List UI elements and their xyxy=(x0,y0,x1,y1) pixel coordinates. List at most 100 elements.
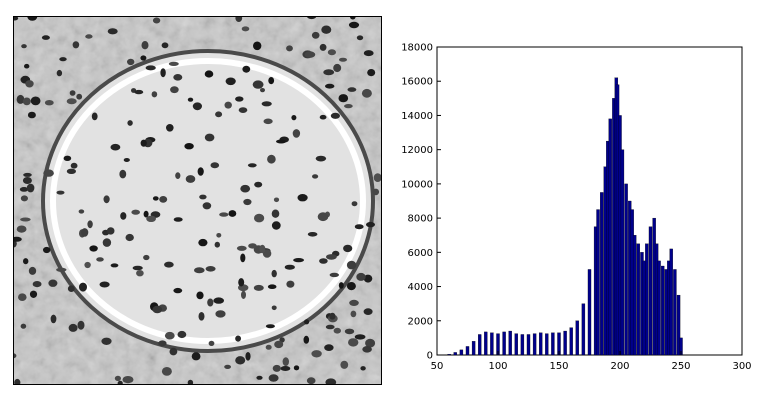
cell-nucleus xyxy=(43,246,51,254)
cell-nucleus xyxy=(241,26,250,32)
histogram-bar xyxy=(581,303,586,356)
cell-nucleus xyxy=(161,367,172,376)
cell-nucleus xyxy=(198,312,205,321)
cell-nucleus xyxy=(343,244,353,253)
cell-nucleus xyxy=(194,267,205,274)
cell-nucleus xyxy=(254,213,265,223)
cell-nucleus xyxy=(110,143,121,151)
y-axis-ticks: 0 2000 4000 6000 8000 10000 12000 14000 16000 180… xyxy=(401,43,441,362)
cell-nucleus xyxy=(106,227,115,235)
cell-nucleus xyxy=(197,167,204,176)
cell-nucleus xyxy=(243,198,252,206)
cell-nucleus xyxy=(19,187,29,192)
cell-nucleus xyxy=(204,133,215,142)
histogram-bar xyxy=(447,353,451,356)
cell-nucleus xyxy=(268,77,275,85)
cell-nucleus xyxy=(87,220,93,229)
cell-nucleus xyxy=(271,209,280,218)
cell-nucleus xyxy=(132,265,143,271)
cell-nucleus xyxy=(261,101,272,107)
y-tick-label: 16000 xyxy=(401,77,433,88)
cell-nucleus xyxy=(185,175,196,183)
cell-nucleus xyxy=(356,272,366,281)
cell-nucleus xyxy=(81,228,89,237)
y-tick-label: 4000 xyxy=(408,282,433,293)
cell-nucleus xyxy=(43,169,54,177)
cell-nucleus xyxy=(134,89,144,95)
cell-nucleus xyxy=(143,210,149,218)
cell-nucleus xyxy=(66,168,76,174)
cell-nucleus xyxy=(199,194,207,200)
cell-nucleus xyxy=(286,45,293,52)
cell-nucleus xyxy=(224,364,232,369)
cell-nucleus xyxy=(169,347,178,356)
cell-nucleus xyxy=(214,241,220,248)
cell-nucleus xyxy=(363,308,373,315)
cell-nucleus xyxy=(252,80,264,89)
cell-nucleus xyxy=(84,261,91,269)
cell-nucleus xyxy=(235,96,244,102)
histogram-bar xyxy=(624,183,628,356)
cell-nucleus xyxy=(164,261,174,268)
tissue-micrograph-image xyxy=(13,16,382,385)
cell-nucleus xyxy=(236,245,247,251)
cell-nucleus xyxy=(202,202,212,210)
cell-nucleus xyxy=(110,263,119,268)
cell-nucleus xyxy=(293,365,300,371)
cell-nucleus xyxy=(141,41,149,50)
cell-nucleus xyxy=(321,25,332,34)
cell-nucleus xyxy=(329,272,339,278)
cell-nucleus xyxy=(103,195,110,204)
cell-nucleus xyxy=(245,352,251,361)
histogram-bar xyxy=(596,209,600,356)
histogram-bar xyxy=(453,352,457,356)
y-tick-label: 8000 xyxy=(408,214,433,225)
cell-nucleus xyxy=(362,346,372,353)
cell-nucleus xyxy=(235,16,243,22)
cell-nucleus xyxy=(238,278,245,287)
cell-nucleus xyxy=(140,139,147,147)
cell-nucleus xyxy=(22,177,32,184)
x-axis-ticks: 50 100 150 200 250 300 xyxy=(431,351,752,372)
cell-nucleus xyxy=(59,57,67,62)
cell-nucleus xyxy=(346,282,356,291)
cell-nucleus xyxy=(143,254,150,261)
cell-nucleus xyxy=(63,155,72,161)
cell-nucleus xyxy=(196,291,204,300)
cell-nucleus xyxy=(363,50,374,57)
cell-nucleus xyxy=(312,174,319,179)
cell-nucleus xyxy=(187,97,194,102)
cell-nucleus xyxy=(85,34,93,39)
cell-nucleus xyxy=(325,324,335,330)
histogram-chart: 50 100 150 200 250 300 0 2000 4000 6000 8000 10000… xyxy=(401,43,752,373)
cell-nucleus xyxy=(122,376,134,384)
cell-nucleus xyxy=(151,91,158,98)
x-tick-label: 250 xyxy=(671,361,690,372)
cell-nucleus xyxy=(291,115,297,121)
cell-nucleus xyxy=(280,366,291,371)
cell-nucleus xyxy=(76,93,83,100)
histogram-bar xyxy=(657,260,661,356)
cell-nucleus xyxy=(260,88,265,93)
cell-nucleus xyxy=(235,335,242,342)
cell-nucleus xyxy=(240,253,246,263)
cell-nucleus xyxy=(22,97,31,106)
cell-nucleus xyxy=(216,233,222,238)
cell-nucleus xyxy=(274,340,284,349)
cell-nucleus xyxy=(192,102,202,111)
cell-nucleus xyxy=(28,266,37,275)
cell-nucleus xyxy=(340,360,349,369)
cell-nucleus xyxy=(205,266,216,272)
cell-nucleus xyxy=(184,143,194,150)
cell-nucleus xyxy=(50,314,57,324)
cell-nucleus xyxy=(268,374,279,382)
cell-nucleus xyxy=(311,31,320,39)
cell-nucleus xyxy=(114,375,121,381)
cell-nucleus xyxy=(99,281,110,288)
cell-nucleus xyxy=(324,344,334,351)
histogram-bar xyxy=(587,269,592,356)
cell-nucleus xyxy=(14,378,21,385)
cell-nucleus xyxy=(70,162,78,169)
histogram-bar xyxy=(484,331,488,356)
cell-nucleus xyxy=(372,188,380,196)
